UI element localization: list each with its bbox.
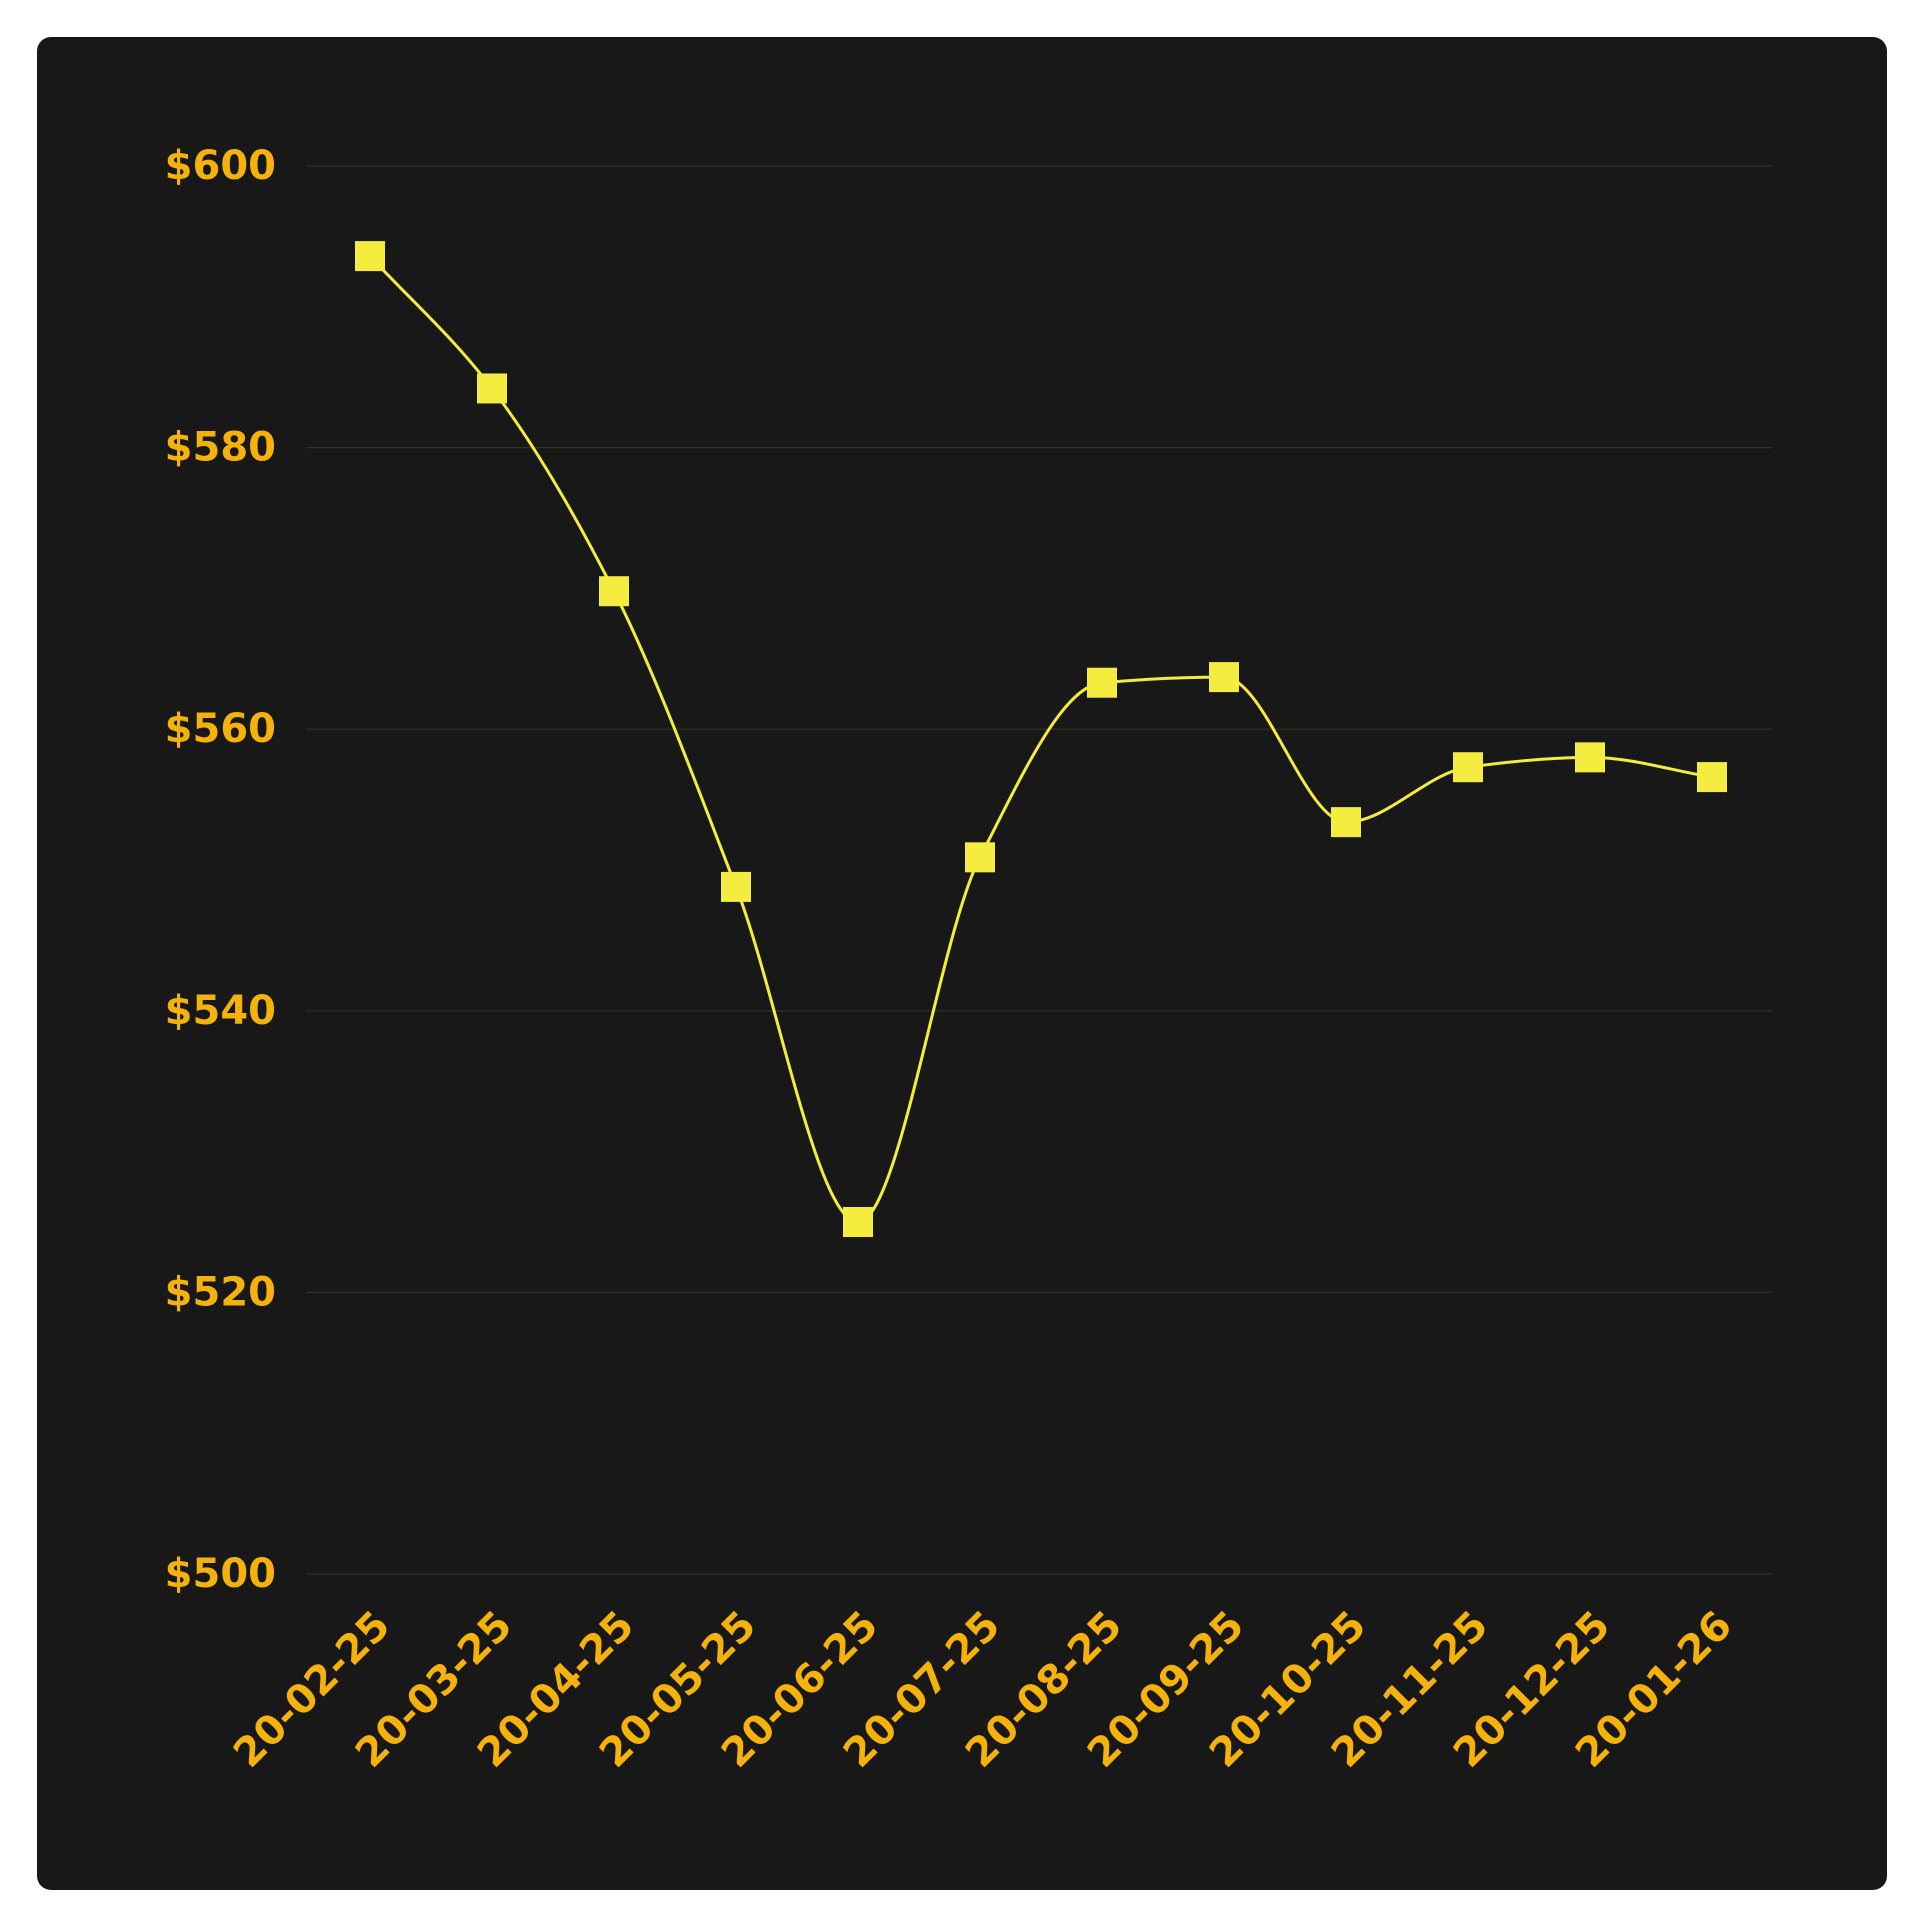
y-tick-label: $520 — [165, 1269, 276, 1315]
y-axis-tick-labels: $500 $520 $540 $560 $580 $600 — [165, 143, 276, 1597]
data-point-marker — [355, 241, 385, 272]
data-point-marker — [1697, 762, 1727, 793]
series-markers — [355, 241, 1727, 1237]
y-tick-label: $560 — [165, 706, 276, 752]
data-point-marker — [1209, 662, 1239, 693]
x-axis-tick-labels: 20-02-2520-03-2520-04-2520-05-2520-06-25… — [225, 1603, 1741, 1777]
data-point-marker — [843, 1207, 873, 1237]
data-point-marker — [477, 373, 507, 404]
data-point-marker — [599, 576, 629, 607]
data-point-marker — [1331, 807, 1361, 838]
data-point-marker — [965, 842, 995, 873]
data-point-marker — [1453, 752, 1483, 783]
series-line — [368, 255, 1713, 1224]
data-point-marker — [1575, 742, 1605, 773]
y-tick-label: $500 — [165, 1551, 276, 1597]
y-tick-label: $600 — [165, 143, 276, 189]
y-tick-label: $540 — [165, 988, 276, 1034]
gridlines — [306, 165, 1772, 1575]
data-point-marker — [1087, 667, 1117, 698]
chart-card — [37, 37, 1887, 1890]
y-tick-label: $580 — [165, 425, 276, 471]
series-line-group — [368, 255, 1713, 1224]
data-point-marker — [721, 871, 751, 902]
